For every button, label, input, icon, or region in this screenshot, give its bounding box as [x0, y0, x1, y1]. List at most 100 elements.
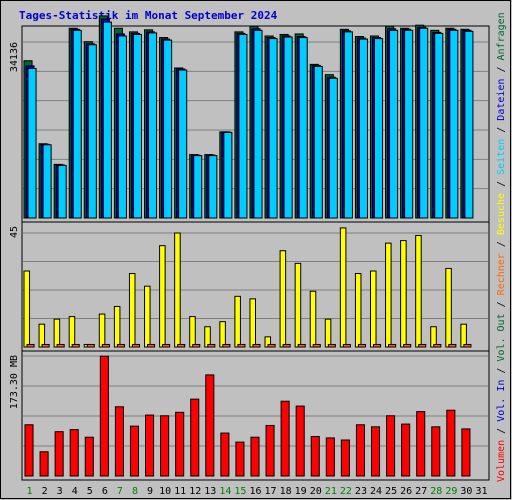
bar-seiten-day-17	[268, 38, 278, 219]
x-tick-label-day-18: 18	[280, 486, 292, 497]
bar-rechner-day-17	[267, 343, 276, 348]
legend-text-part: Dateien	[496, 79, 507, 121]
x-tick-label-day-21: 21	[325, 486, 337, 497]
bar-seiten-day-21	[328, 77, 338, 219]
bar-rechner-day-30	[463, 343, 472, 348]
bar-seiten-day-5	[87, 44, 97, 219]
bar-besuche-day-2	[38, 323, 46, 348]
x-axis-labels: 1 2 3 4 5 6 7 8 9 10 11 12 13 14 15 16 17 18 19 20 21 22 23 24 2…	[27, 486, 488, 497]
bar-rechner-day-27	[418, 343, 427, 348]
x-tick-label-day-26: 26	[400, 486, 412, 497]
legend-text-part: /	[496, 175, 507, 193]
bar-seiten-day-8	[132, 33, 143, 219]
bar-besuche-day-23	[354, 273, 362, 348]
bars	[23, 15, 474, 477]
bar-rechner-day-16	[252, 343, 261, 348]
bar-rechner-day-22	[342, 343, 351, 348]
bar-besuche-day-20	[309, 290, 317, 348]
legend-text-part: Seiten	[496, 139, 507, 175]
y-max-label-visits: 45	[9, 226, 20, 238]
x-tick-label-day-19: 19	[295, 486, 307, 497]
legend-text-part: Besuche	[496, 193, 507, 235]
bar-besuche-day-12	[189, 316, 196, 348]
bar-seiten-day-1	[27, 67, 37, 219]
bar-seiten-day-11	[178, 69, 188, 219]
bar-volumen-day-5	[84, 436, 94, 477]
bar-seiten-day-28	[434, 32, 444, 219]
bar-rechner-day-5	[86, 343, 95, 348]
bar-volumen-day-2	[39, 451, 49, 477]
bar-volumen-day-12	[190, 398, 200, 477]
bar-seiten-day-19	[298, 37, 308, 219]
bar-volumen-day-30	[461, 428, 471, 477]
x-tick-label-day-28: 28	[430, 486, 442, 497]
y-max-label-volume: 173.30 MB	[9, 355, 20, 409]
bar-rechner-day-15	[237, 343, 246, 348]
bar-volumen-day-6	[99, 355, 109, 477]
bar-seiten-day-27	[419, 27, 429, 219]
bar-volumen-day-23	[355, 424, 365, 477]
bar-volumen-day-24	[370, 426, 381, 477]
x-tick-label-day-17: 17	[265, 486, 277, 497]
legend-text-part: Rechner	[496, 253, 507, 295]
bar-seiten-day-14	[223, 131, 233, 219]
x-tick-label-day-30: 30	[460, 486, 472, 497]
bar-volumen-day-4	[69, 429, 79, 477]
bar-seiten-day-7	[117, 35, 127, 219]
bar-seiten-day-6	[102, 21, 112, 219]
legend-text-part: Anfragen	[496, 12, 507, 60]
bar-rechner-day-3	[56, 343, 65, 348]
legend-text-part: /	[496, 295, 507, 313]
bar-besuche-day-26	[400, 240, 407, 348]
bar-rechner-day-18	[282, 343, 291, 348]
bar-rechner-day-13	[207, 343, 216, 348]
x-tick-label-day-4: 4	[72, 486, 78, 497]
bar-rechner-day-25	[388, 343, 397, 348]
bar-besuche-day-10	[159, 245, 166, 348]
x-tick-label-day-10: 10	[159, 486, 171, 497]
bar-rechner-day-2	[41, 343, 50, 348]
bar-volumen-day-25	[386, 415, 396, 477]
bar-rechner-day-9	[147, 343, 156, 348]
bar-besuche-day-11	[174, 232, 181, 348]
bar-rechner-day-23	[357, 343, 366, 348]
bar-seiten-day-13	[208, 155, 218, 219]
bar-seiten-day-2	[42, 144, 52, 219]
bar-volumen-day-15	[235, 441, 245, 477]
bar-rechner-day-8	[131, 343, 141, 348]
chart-title: Tages-Statistik im Monat September 2024	[19, 9, 278, 22]
bar-seiten-day-9	[148, 32, 158, 219]
bar-besuche-day-29	[445, 267, 452, 348]
bar-rechner-day-21	[327, 343, 336, 348]
bar-rechner-day-1	[26, 343, 35, 348]
x-tick-label-day-12: 12	[189, 486, 201, 497]
bar-rechner-day-24	[372, 343, 382, 348]
bar-volumen-day-8	[129, 425, 140, 477]
bar-volumen-day-14	[220, 432, 230, 477]
x-tick-label-day-7: 7	[117, 486, 123, 497]
bar-seiten-day-4	[72, 29, 82, 219]
bar-volumen-day-19	[295, 405, 305, 477]
x-tick-label-day-29: 29	[445, 486, 457, 497]
x-tick-label-day-23: 23	[355, 486, 367, 497]
bar-rechner-day-28	[433, 343, 442, 348]
bar-besuche-day-19	[294, 262, 302, 348]
x-tick-label-day-27: 27	[415, 486, 427, 497]
bar-volumen-day-16	[250, 436, 260, 477]
x-tick-label-day-1: 1	[27, 486, 33, 497]
x-tick-label-day-5: 5	[87, 486, 93, 497]
right-legend: Volumen / Vol. In / Vol. Out / Rechner /…	[496, 12, 507, 482]
bar-volumen-day-22	[340, 439, 350, 477]
bar-seiten-day-15	[238, 33, 248, 219]
bar-besuche-day-7	[113, 305, 121, 348]
bar-seiten-day-26	[404, 29, 414, 219]
legend-text-part: Vol. Out	[496, 313, 507, 361]
bar-besuche-day-21	[324, 318, 332, 348]
bar-volumen-day-21	[325, 437, 335, 477]
bar-rechner-day-10	[162, 343, 171, 348]
bar-besuche-day-27	[415, 235, 422, 348]
bar-volumen-day-29	[446, 409, 456, 477]
x-tick-label-day-16: 16	[249, 486, 261, 497]
bar-seiten-day-29	[449, 29, 459, 219]
bar-seiten-day-16	[253, 29, 263, 219]
